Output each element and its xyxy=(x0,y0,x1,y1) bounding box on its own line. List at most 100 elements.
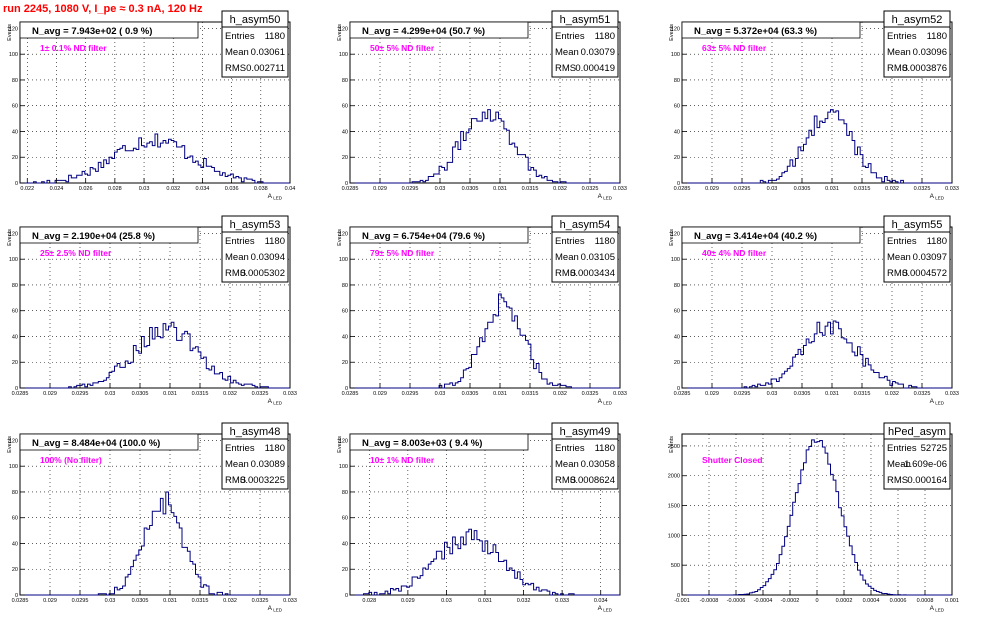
x-tick-label: 0.04 xyxy=(285,186,296,192)
stats-label: RMS xyxy=(225,63,246,74)
x-tick-label: 0.0315 xyxy=(192,598,209,604)
y-tick-label: 0 xyxy=(345,181,348,187)
y-tick-label: 40 xyxy=(12,129,18,135)
stats-label: RMS xyxy=(225,475,246,486)
stats-box xyxy=(221,215,289,283)
navg-label: N_avg = 7.943e+02 ( 0.9 %) xyxy=(32,26,152,37)
navg-label: N_avg = 2.190e+04 (25.8 %) xyxy=(32,231,155,242)
hist-name: h_asym50 xyxy=(230,14,281,26)
stats-label: RMS xyxy=(887,268,908,279)
x-tick-label: 0.0315 xyxy=(522,391,539,397)
x-tick-label: 0.033 xyxy=(613,391,627,397)
y-tick-label: 120 xyxy=(339,26,348,32)
x-tick-label: 0.0295 xyxy=(72,598,89,604)
x-axis-label: A LED xyxy=(598,398,613,406)
x-tick-label: 0.034 xyxy=(594,598,608,604)
x-tick-label: 0.031 xyxy=(163,391,177,397)
stats-value: 1180 xyxy=(265,31,285,42)
x-tick-label: 0.0325 xyxy=(252,598,269,604)
y-tick-label: 40 xyxy=(12,334,18,340)
navg-box xyxy=(349,21,529,39)
histogram-line xyxy=(20,321,290,389)
filter-annotation: 10± 1% ND filter xyxy=(370,455,435,465)
y-tick-label: 100 xyxy=(9,464,18,470)
x-tick-label: 0.0325 xyxy=(914,391,931,397)
histogram-line xyxy=(20,491,290,596)
x-tick-label: 0.03 xyxy=(767,186,778,192)
y-tick-label: 20 xyxy=(674,360,680,366)
y-tick-label: 120 xyxy=(9,438,18,444)
x-tick-label: 0.032 xyxy=(223,391,237,397)
x-axis-label: A LED xyxy=(268,605,283,613)
stats-label: Mean xyxy=(555,459,579,470)
x-tick-label: 0.0325 xyxy=(252,391,269,397)
histogram-h_asym49: 0.028 0.029 0.03 0.031 0.032 0.033 0.034 0 20 40 6… xyxy=(337,422,621,613)
y-tick-label: 100 xyxy=(9,257,18,263)
x-tick-label: 0.031 xyxy=(478,598,492,604)
stats-label: Mean xyxy=(225,47,249,58)
x-tick-label: 0.0285 xyxy=(342,391,359,397)
x-tick-label: 0.03 xyxy=(441,598,452,604)
y-tick-label: 100 xyxy=(9,52,18,58)
x-tick-label: -0.0004 xyxy=(754,598,773,604)
stats-value: -1.609e-06 xyxy=(901,459,947,470)
y-tick-label: 60 xyxy=(342,309,348,315)
x-tick-label: 0.031 xyxy=(163,598,177,604)
x-tick-label: 0.001 xyxy=(945,598,959,604)
stats-value: 0.03058 xyxy=(581,459,615,470)
x-tick-label: 0.029 xyxy=(705,391,719,397)
x-tick-label: 0.032 xyxy=(553,186,567,192)
y-tick-label: 40 xyxy=(342,334,348,340)
y-tick-label: 40 xyxy=(342,541,348,547)
y-tick-label: 120 xyxy=(671,26,680,32)
stats-value: 0.03096 xyxy=(913,47,947,58)
x-tick-label: 0.03 xyxy=(767,391,778,397)
y-tick-label: 500 xyxy=(671,563,680,569)
y-axis-label: Events xyxy=(337,24,343,41)
x-tick-label: 0.028 xyxy=(362,598,376,604)
stats-value: 1180 xyxy=(595,443,615,454)
y-tick-label: 80 xyxy=(342,78,348,84)
x-tick-label: 0.033 xyxy=(555,598,569,604)
stats-value: 0.0003434 xyxy=(570,268,615,279)
y-axis-label: Events xyxy=(337,229,343,246)
y-tick-label: 20 xyxy=(342,155,348,161)
stats-label: RMS xyxy=(887,63,908,74)
histogram-line xyxy=(20,133,290,184)
filter-annotation: 63± 5% ND filter xyxy=(702,43,767,53)
y-tick-label: 40 xyxy=(342,129,348,135)
y-tick-label: 20 xyxy=(342,567,348,573)
y-tick-label: 80 xyxy=(342,283,348,289)
histogram-line xyxy=(350,293,620,389)
filter-annotation: 100% (No filter) xyxy=(40,455,102,465)
x-tick-label: 0.033 xyxy=(283,391,297,397)
stats-box xyxy=(221,422,289,490)
filter-annotation: 1± 0.1% ND filter xyxy=(40,43,107,53)
stats-value: 0.002711 xyxy=(246,63,285,74)
x-tick-label: 0.0305 xyxy=(794,186,811,192)
x-tick-label: 0.03 xyxy=(105,598,116,604)
y-axis-label: Events xyxy=(7,436,13,453)
x-tick-label: 0.029 xyxy=(401,598,415,604)
hist-name: hPed_asym xyxy=(888,426,946,438)
histogram-h_asym53: 0.0285 0.029 0.0295 0.03 0.0305 0.031 0.0315 0.… xyxy=(7,215,297,406)
histogram-h_asym54: 0.0285 0.029 0.0295 0.03 0.0305 0.031 0.0315 0.… xyxy=(337,215,627,406)
hist-name: h_asym51 xyxy=(560,14,611,26)
stats-label: RMS xyxy=(555,475,576,486)
x-tick-label: 0.0325 xyxy=(914,186,931,192)
x-tick-label: 0.032 xyxy=(517,598,531,604)
navg-box xyxy=(19,433,199,451)
y-tick-label: 60 xyxy=(12,516,18,522)
x-tick-label: -0.001 xyxy=(674,598,690,604)
x-tick-label: 0.032 xyxy=(885,391,899,397)
stats-label: Mean xyxy=(887,252,911,263)
stats-value: 0.000164 xyxy=(907,475,947,486)
x-tick-label: 0.0325 xyxy=(582,186,599,192)
stats-value: 0.0003876 xyxy=(902,63,947,74)
navg-box xyxy=(681,21,861,39)
y-tick-label: 100 xyxy=(671,257,680,263)
y-tick-label: 20 xyxy=(12,155,18,161)
x-tick-label: 0.0295 xyxy=(734,391,751,397)
x-tick-label: 0.029 xyxy=(43,598,57,604)
y-axis-label: Events xyxy=(669,436,675,453)
